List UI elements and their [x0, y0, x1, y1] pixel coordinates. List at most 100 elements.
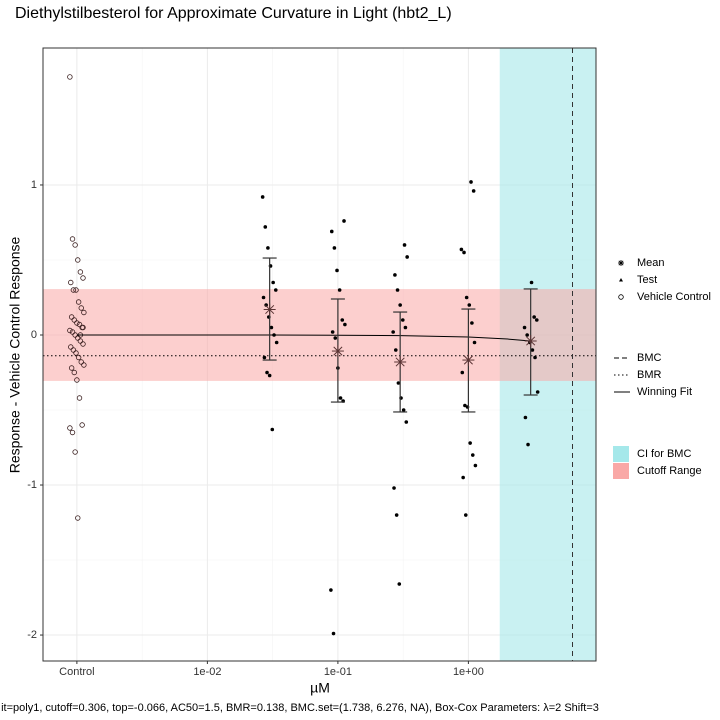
test-point	[331, 631, 336, 636]
legend-label: Winning Fit	[637, 386, 692, 398]
test-point	[468, 441, 472, 445]
test-point	[469, 180, 473, 184]
test-point	[534, 318, 539, 322]
x-tick-label: 1e+00	[453, 666, 484, 678]
test-point	[529, 280, 534, 285]
mean-marker	[462, 354, 475, 367]
test-point	[471, 189, 476, 193]
test-point	[264, 303, 268, 307]
legend-key	[613, 463, 629, 479]
test-point	[535, 390, 540, 394]
test-point	[338, 396, 343, 400]
test-point	[473, 463, 478, 468]
test-point	[333, 336, 338, 340]
legend-key	[613, 446, 629, 462]
test-point	[523, 415, 528, 420]
test-point	[270, 427, 275, 432]
test-point	[397, 582, 402, 586]
test-point	[269, 325, 274, 330]
y-tick-label: 0	[31, 329, 37, 341]
legend-key	[619, 278, 623, 282]
y-tick-label: -1	[27, 479, 37, 491]
test-point	[337, 288, 342, 292]
test-point	[392, 486, 396, 490]
test-point	[394, 513, 399, 517]
mean-marker	[263, 303, 276, 316]
control-point	[73, 350, 79, 356]
control-point	[71, 369, 77, 376]
control-point	[75, 257, 81, 263]
control-point	[76, 395, 83, 401]
test-point	[464, 295, 469, 300]
test-point	[470, 453, 475, 457]
control-point	[68, 279, 74, 286]
y-tick-label: -2	[27, 629, 37, 641]
control-point	[68, 365, 75, 371]
control-point	[67, 425, 73, 431]
test-point	[463, 513, 468, 517]
test-point	[272, 333, 276, 337]
test-point	[462, 250, 466, 255]
test-point	[460, 370, 465, 375]
test-point	[396, 381, 401, 385]
control-point	[81, 362, 87, 368]
control-point	[77, 269, 84, 275]
test-point	[405, 255, 409, 259]
x-axis-title: µM	[310, 680, 330, 696]
control-point	[80, 341, 86, 347]
x-tick-label: Control	[59, 666, 94, 678]
test-point	[404, 420, 409, 424]
test-point	[332, 246, 337, 250]
test-point	[335, 268, 339, 273]
test-point	[273, 288, 278, 292]
test-point	[459, 247, 464, 252]
control-point	[70, 347, 77, 353]
test-point	[267, 373, 272, 378]
test-point	[461, 475, 465, 480]
footer: it=poly1, cutoff=0.306, top=-0.066, AC50…	[1, 702, 599, 714]
test-point	[401, 408, 406, 412]
x-tick-label: 1e-02	[193, 666, 221, 678]
test-point	[398, 303, 402, 307]
control-point	[75, 335, 81, 341]
test-point	[522, 325, 527, 330]
control-point	[67, 327, 73, 334]
control-point	[68, 314, 75, 320]
legend-key	[618, 260, 624, 266]
legend-key-stroke	[618, 260, 624, 266]
legend-label: Cutoff Range	[637, 465, 702, 477]
legend-label: Vehicle Control	[637, 291, 711, 303]
control-point	[75, 515, 81, 521]
test-point	[265, 370, 269, 375]
panel-border	[42, 47, 597, 662]
test-point	[402, 243, 407, 247]
test-point	[470, 321, 474, 325]
mean-marker	[394, 356, 407, 369]
control-point	[71, 317, 77, 323]
control-point	[77, 338, 84, 344]
test-point	[393, 348, 398, 352]
control-point	[69, 329, 76, 335]
test-point	[463, 403, 467, 408]
control-point	[69, 236, 76, 242]
control-point	[76, 321, 83, 328]
control-point	[74, 320, 80, 326]
control-point	[73, 287, 79, 293]
test-point	[266, 246, 270, 250]
legend-key	[618, 294, 624, 300]
test-point	[343, 322, 347, 327]
y-tick-label: 1	[31, 179, 37, 191]
test-point	[330, 330, 335, 334]
legend-label: BMR	[637, 369, 662, 381]
control-point	[67, 74, 73, 80]
y-axis-title: Response - Vehicle Control Response	[7, 236, 23, 473]
test-point	[395, 288, 400, 292]
test-point	[393, 273, 397, 277]
control-point	[72, 449, 78, 455]
control-point	[80, 324, 86, 331]
legend-label: Mean	[637, 257, 665, 269]
control-point	[72, 242, 78, 248]
mean-marker	[524, 334, 537, 347]
legend-label: CI for BMC	[637, 448, 691, 460]
